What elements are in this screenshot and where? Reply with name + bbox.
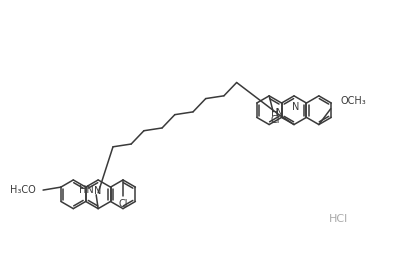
Text: OCH₃: OCH₃ — [340, 96, 365, 106]
Text: N: N — [94, 186, 102, 196]
Text: Cl: Cl — [118, 199, 128, 209]
Text: H: H — [270, 108, 277, 118]
Text: HN: HN — [79, 185, 94, 195]
Text: H₃CO: H₃CO — [11, 185, 36, 195]
Text: N: N — [292, 102, 299, 112]
Text: HCl: HCl — [328, 214, 347, 224]
Text: N: N — [276, 108, 283, 118]
Text: Cl: Cl — [270, 115, 279, 125]
